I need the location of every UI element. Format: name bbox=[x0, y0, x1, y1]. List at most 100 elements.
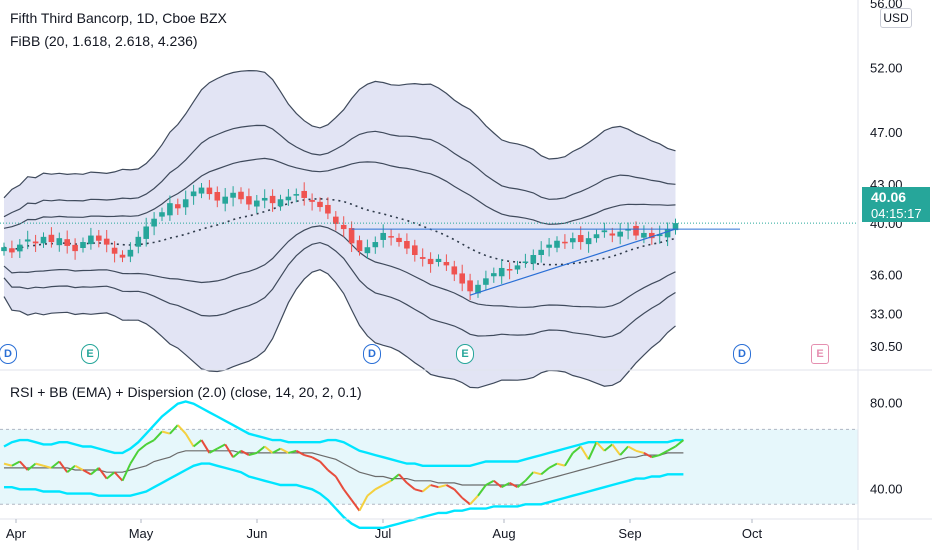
candle-body bbox=[159, 212, 165, 217]
earnings-marker[interactable]: E bbox=[811, 344, 829, 364]
current-price-label: 40.06 bbox=[862, 187, 930, 207]
rsi-segment bbox=[106, 471, 116, 480]
candle-body bbox=[103, 238, 110, 245]
month-label: Apr bbox=[6, 526, 27, 541]
candle-body bbox=[111, 247, 118, 254]
rsi-segment bbox=[35, 462, 44, 467]
rsi-tick-label: 80.00 bbox=[870, 396, 903, 411]
candle-body bbox=[143, 226, 149, 239]
rsi-segment bbox=[548, 462, 558, 469]
dividend-marker[interactable]: D bbox=[733, 344, 751, 364]
candle-body bbox=[538, 249, 544, 255]
candle-body bbox=[404, 241, 410, 249]
price-tick-label: 30.50 bbox=[870, 339, 903, 354]
rsi-segment bbox=[469, 495, 479, 505]
candle-body bbox=[459, 273, 465, 284]
rsi-segment bbox=[445, 484, 455, 491]
month-label: May bbox=[129, 526, 154, 541]
month-label: Aug bbox=[492, 526, 515, 541]
candle-body bbox=[514, 265, 521, 270]
candle-body bbox=[309, 200, 315, 202]
basis-line bbox=[3, 197, 676, 266]
rsi-segment bbox=[145, 439, 155, 446]
rsi-segment bbox=[113, 471, 124, 482]
candle-body bbox=[56, 238, 63, 246]
candle-body bbox=[412, 245, 418, 255]
price-tick-label: 33.00 bbox=[870, 307, 903, 322]
rsi-indicator-legend[interactable]: RSI + BB (EMA) + Dispersion (2.0) (close… bbox=[10, 384, 362, 400]
candle-body bbox=[119, 254, 126, 258]
candle-body bbox=[609, 233, 616, 236]
candle-body bbox=[672, 223, 679, 231]
candle-body bbox=[167, 203, 173, 216]
rsi-segment bbox=[208, 447, 218, 454]
candle-body bbox=[498, 267, 505, 277]
rsi-segment bbox=[264, 445, 274, 454]
candle-body bbox=[372, 242, 379, 248]
candle-body bbox=[419, 257, 426, 259]
rsi-segment bbox=[192, 439, 203, 448]
candle-body bbox=[96, 235, 102, 241]
rsi-segment bbox=[366, 488, 376, 497]
rsi-segment bbox=[311, 456, 321, 463]
candle-body bbox=[554, 240, 560, 248]
price-tick-label: 52.00 bbox=[870, 60, 903, 75]
rsi-segment bbox=[350, 499, 361, 512]
candle-body bbox=[317, 201, 323, 208]
candle-body bbox=[127, 249, 134, 257]
price-tick-label: 47.00 bbox=[870, 125, 903, 140]
candle-body bbox=[546, 244, 552, 248]
rsi-segment bbox=[161, 430, 171, 435]
rsi-segment bbox=[66, 464, 76, 473]
rsi-segment bbox=[97, 467, 108, 480]
rsi-segment bbox=[74, 464, 84, 471]
candle-body bbox=[451, 266, 458, 275]
rsi-segment bbox=[627, 445, 637, 452]
rsi-segment bbox=[137, 443, 147, 452]
dividend-marker[interactable]: D bbox=[0, 344, 17, 364]
rsi-segment bbox=[319, 460, 329, 471]
rsi-segment bbox=[501, 482, 511, 489]
rsi-segment bbox=[58, 460, 69, 473]
candle-body bbox=[198, 187, 205, 194]
candle-body bbox=[467, 280, 473, 292]
earnings-marker[interactable]: E bbox=[81, 344, 99, 364]
candle-body bbox=[435, 258, 442, 262]
rsi-segment bbox=[493, 479, 503, 488]
dividend-marker[interactable]: D bbox=[363, 344, 381, 364]
candle-body bbox=[593, 234, 600, 239]
candle-body bbox=[617, 231, 623, 237]
earnings-marker[interactable]: E bbox=[456, 344, 474, 364]
candle-body bbox=[325, 204, 331, 214]
candle-body bbox=[483, 278, 489, 285]
currency-button[interactable]: USD bbox=[880, 8, 912, 28]
rsi-segment bbox=[342, 488, 353, 501]
candle-body bbox=[48, 234, 55, 243]
candle-body bbox=[506, 269, 513, 271]
candle-body bbox=[72, 244, 78, 252]
candle-body bbox=[1, 247, 7, 252]
rsi-segment bbox=[82, 469, 92, 476]
lower-band-1 bbox=[3, 225, 676, 308]
indicator-legend[interactable]: FiBB (20, 1.618, 2.618, 4.236) bbox=[10, 33, 198, 49]
rsi-segment bbox=[659, 449, 669, 456]
candle-body bbox=[562, 241, 568, 244]
candle-body bbox=[388, 236, 394, 238]
candle-body bbox=[301, 190, 307, 198]
rsi-segment bbox=[153, 430, 163, 441]
rsi-segment bbox=[272, 447, 281, 454]
candle-body bbox=[135, 236, 142, 247]
candle-body bbox=[269, 195, 276, 204]
rsi-segment bbox=[11, 460, 21, 467]
candle-body bbox=[40, 236, 47, 244]
rsi-segment bbox=[572, 445, 582, 454]
rsi-pane bbox=[0, 400, 858, 529]
rsi-segment bbox=[595, 441, 606, 452]
candle-body bbox=[230, 192, 236, 198]
candle-body bbox=[88, 235, 94, 245]
candle-body bbox=[190, 191, 197, 197]
candle-body bbox=[151, 218, 157, 227]
rsi-segment bbox=[667, 445, 676, 452]
candle-body bbox=[64, 239, 70, 246]
